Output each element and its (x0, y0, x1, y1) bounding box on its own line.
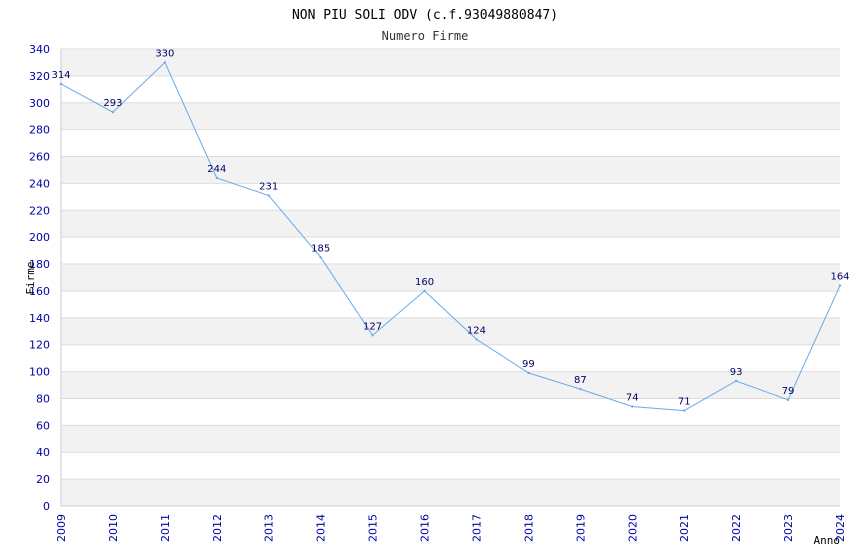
grid-band (61, 183, 840, 211)
data-label: 185 (311, 243, 330, 254)
data-point (579, 387, 582, 391)
y-tick-label: 80 (36, 392, 50, 405)
chart-subtitle: Numero Firme (382, 29, 469, 43)
grid-band (61, 49, 840, 76)
x-tick-labels: 2009 2010 2011 2012 2013 2014 2015 2016 2017 2018… (55, 514, 847, 542)
data-label: 244 (207, 164, 226, 175)
grid-band (61, 237, 840, 265)
grid-band (61, 129, 840, 157)
y-tick-label: 180 (29, 258, 50, 271)
x-tick-label: 2015 (367, 514, 380, 542)
x-tick-label: 2024 (834, 514, 847, 542)
data-point (838, 284, 842, 287)
data-label: 93 (730, 367, 743, 378)
x-tick-label: 2011 (159, 514, 172, 542)
data-label: 330 (155, 48, 174, 59)
data-label: 74 (626, 393, 639, 404)
y-tick-label: 120 (29, 339, 50, 352)
data-point (734, 379, 738, 383)
y-tick-label: 320 (29, 70, 50, 83)
data-point (59, 82, 63, 86)
data-point (319, 256, 322, 259)
data-label: 127 (363, 321, 382, 332)
x-tick-label: 2017 (470, 514, 483, 542)
grid-band (61, 344, 840, 372)
data-point (111, 110, 115, 114)
x-tick-label: 2020 (626, 514, 639, 542)
y-axis-label: Firme (24, 261, 37, 294)
y-tick-label: 240 (29, 177, 50, 190)
data-label: 231 (259, 182, 278, 193)
x-tick-label: 2023 (782, 514, 795, 542)
x-tick-label: 2016 (419, 514, 432, 542)
y-tick-label: 40 (36, 446, 50, 459)
chart-title: NON PIU SOLI ODV (c.f.93049880847) (292, 8, 558, 23)
y-tick-label: 20 (36, 473, 50, 486)
x-tick-label: 2013 (263, 514, 276, 542)
y-tick-label: 60 (36, 419, 50, 432)
grid-band (61, 75, 840, 103)
x-tick-label: 2010 (107, 514, 120, 542)
data-point (163, 61, 167, 64)
grid-band (61, 210, 840, 238)
y-tick-label: 340 (29, 43, 50, 56)
grid-band (61, 156, 840, 184)
data-label: 164 (830, 272, 849, 283)
data-label: 79 (782, 386, 795, 397)
series-group (59, 61, 842, 412)
grid-band (61, 290, 840, 318)
data-point (475, 338, 478, 341)
y-tick-labels: 0 20 40 60 80 100 120 140 160 180 200 220 240 260 280 3… (29, 43, 50, 513)
y-tick-label: 160 (29, 285, 50, 298)
data-point (215, 176, 218, 180)
grid-band (61, 479, 840, 506)
x-tick-label: 2018 (522, 514, 535, 542)
y-tick-label: 260 (29, 151, 50, 164)
x-tick-label: 2019 (574, 514, 587, 542)
grid-band (61, 425, 840, 453)
x-tick-label: 2021 (678, 514, 691, 542)
grid-band (61, 371, 840, 399)
data-point (267, 194, 270, 197)
data-label: 124 (467, 325, 486, 336)
data-label: 71 (678, 397, 691, 408)
y-tick-label: 220 (29, 204, 50, 217)
data-point (371, 334, 374, 337)
data-label: 160 (415, 277, 434, 288)
axes (60, 49, 840, 507)
x-tick-label: 2022 (730, 514, 743, 542)
y-tick-label: 200 (29, 231, 50, 244)
grid-band (61, 102, 840, 130)
x-tick-label: 2009 (55, 514, 68, 542)
data-labels: 314 293 330 244 231 185 127 160 124 99 87 74 71 93 79 1… (51, 48, 849, 407)
y-tick-label: 300 (29, 97, 50, 110)
grid-band (61, 317, 840, 345)
data-label: 314 (51, 70, 70, 81)
series-line (60, 61, 841, 412)
x-axis-label: Anno (814, 534, 841, 547)
data-label: 293 (103, 98, 122, 109)
grid-band (61, 452, 840, 480)
grid-band (61, 264, 840, 291)
x-tick-label: 2014 (315, 514, 328, 542)
data-label: 99 (522, 359, 535, 370)
y-tick-label: 0 (43, 500, 50, 513)
y-tick-label: 100 (29, 366, 50, 379)
data-point (631, 405, 634, 408)
data-point (683, 409, 686, 412)
y-tick-label: 140 (29, 312, 50, 325)
data-label: 87 (574, 375, 587, 386)
grid-band (61, 398, 840, 426)
data-point (527, 371, 530, 375)
grid-bands (61, 48, 840, 507)
x-tick-label: 2012 (211, 514, 224, 542)
data-point (786, 398, 790, 402)
data-point (423, 289, 426, 293)
y-tick-label: 280 (29, 124, 50, 137)
